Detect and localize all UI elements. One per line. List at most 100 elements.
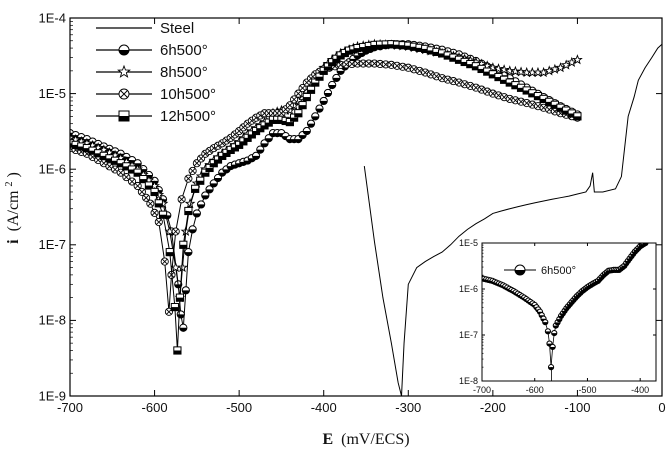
- main-x-tick-label: -200: [480, 400, 506, 415]
- main-point-fill: [139, 179, 147, 183]
- main-point-fill: [315, 108, 324, 113]
- main-point-fill: [277, 119, 286, 124]
- main-point-cross: [354, 60, 361, 67]
- main-point-fill: [562, 110, 570, 115]
- main-point-fill: [83, 148, 91, 152]
- main-point-cross: [382, 61, 389, 68]
- main-point-fill: [176, 297, 184, 302]
- main-point-cross: [295, 90, 302, 97]
- inset-legend: 6h500°: [504, 264, 576, 277]
- main-point-fill: [410, 46, 418, 51]
- main-point-fill: [179, 327, 187, 332]
- inset-legend-label: 6h500°: [541, 265, 576, 277]
- inset-y-tick-label: 1E-5: [459, 238, 478, 248]
- main-point-fill: [534, 96, 542, 100]
- main-point-cross: [343, 61, 350, 68]
- main-y-tick-label: 1E-7: [39, 237, 66, 252]
- y-axis-title-unit: (A/cm: [5, 190, 22, 231]
- main-point-fill: [193, 213, 201, 218]
- inset-point-fill: [558, 315, 564, 319]
- main-point-fill: [370, 44, 379, 49]
- main-x-tick-label: -100: [564, 400, 590, 415]
- main-point-fill: [353, 48, 362, 52]
- y-axis-title-unit-tail: ): [5, 172, 22, 177]
- main-point-fill: [269, 119, 277, 124]
- main-y-tick-label: 1E-6: [39, 162, 66, 177]
- main-point-fill: [256, 149, 264, 154]
- main-point-fill: [506, 82, 514, 87]
- main-x-tick-label: 0: [658, 400, 665, 415]
- main-point-fill: [244, 137, 252, 142]
- main-point-fill: [150, 191, 159, 196]
- inset-y-tick-label: 1E-7: [459, 330, 478, 340]
- legend-label: 8h500°: [160, 64, 208, 81]
- main-point-fill: [511, 85, 520, 89]
- main-point-fill: [252, 131, 260, 135]
- main-point-fill: [382, 44, 390, 49]
- inset-point-fill: [621, 265, 627, 269]
- main-series-3: [70, 40, 582, 355]
- main-point-fill: [494, 77, 503, 81]
- main-point-fill: [155, 203, 163, 207]
- main-point-fill: [173, 350, 182, 355]
- inset-point-fill: [560, 313, 566, 316]
- legend-label: 10h500°: [160, 86, 216, 103]
- y-axis-title-symbol: i: [5, 239, 22, 244]
- main-point-fill: [184, 252, 192, 256]
- main-point-cross: [147, 200, 154, 207]
- main-point-cross: [129, 178, 135, 185]
- main-point: [566, 56, 578, 67]
- main-point-fill: [171, 307, 179, 311]
- x-axis-title-symbol: E: [322, 431, 333, 448]
- main-point-fill: [320, 100, 328, 105]
- main-series-layer: [70, 38, 662, 396]
- main-point-fill: [134, 172, 142, 177]
- inset-x-tick-label: -600: [526, 385, 544, 395]
- main-point-fill: [573, 116, 582, 120]
- main-point-fill: [182, 290, 190, 294]
- inset-point-fill: [554, 322, 561, 325]
- inset-point-fill: [553, 325, 559, 329]
- main-point-fill: [265, 122, 273, 127]
- main-point-fill: [205, 167, 214, 172]
- main-point-fill: [421, 48, 429, 53]
- main-x-tick-label: -300: [395, 400, 421, 415]
- main-point-fill: [273, 119, 281, 124]
- inset-point-fill: [550, 346, 556, 350]
- main-frame: [69, 17, 663, 397]
- main-x-tick-label: -700: [57, 400, 83, 415]
- inset-point-fill: [548, 367, 554, 370]
- main-x-tick-label: -400: [311, 400, 337, 415]
- x-axis-title: E (mV/ECS): [322, 431, 409, 448]
- main-point-cross: [287, 102, 293, 109]
- main-point-fill: [189, 229, 197, 233]
- main-point-fill: [517, 87, 525, 92]
- legend-marker-fill: [119, 50, 129, 55]
- inset-point-fill: [545, 331, 551, 334]
- main-point-fill: [438, 53, 446, 58]
- main-point-fill: [328, 84, 336, 89]
- main-point: [572, 54, 583, 65]
- main-point-fill: [128, 169, 136, 174]
- main-point-fill: [528, 93, 536, 97]
- legend-label: Steel: [160, 20, 194, 37]
- main-point-fill: [214, 178, 222, 182]
- main-point-fill: [286, 122, 294, 126]
- main-point: [98, 144, 110, 155]
- main-point-cross: [337, 62, 344, 68]
- legend-marker: [117, 64, 131, 78]
- main-point-fill: [210, 163, 218, 167]
- main-point-fill: [345, 50, 353, 55]
- main-point-fill: [332, 58, 340, 63]
- main-point-fill: [523, 90, 531, 95]
- y-axis-title: i (A/cm 2 ): [0, 172, 22, 244]
- main-point-fill: [387, 44, 395, 48]
- main-steel-series-0: [363, 43, 662, 396]
- main-y-tick-label: 1E-4: [39, 10, 66, 25]
- main-point-cross: [178, 196, 185, 203]
- main-point-cross: [117, 169, 124, 176]
- main-point-cross: [123, 174, 130, 180]
- main-point-fill: [324, 92, 332, 97]
- main-point-fill: [315, 76, 324, 81]
- main-point-fill: [303, 97, 311, 101]
